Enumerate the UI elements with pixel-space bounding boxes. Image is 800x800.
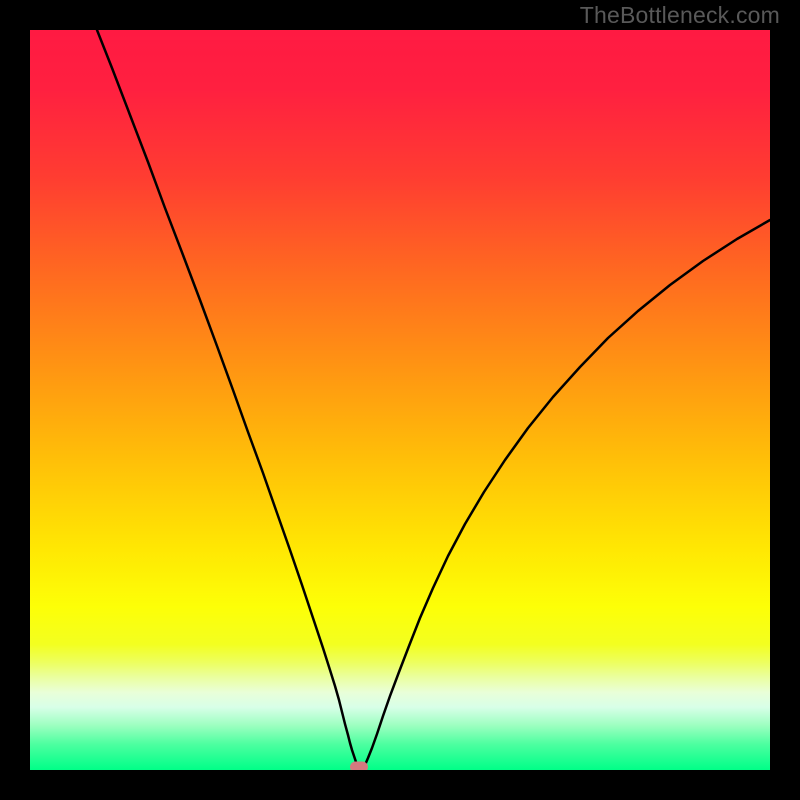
plot-area [30, 30, 770, 770]
watermark-text: TheBottleneck.com [580, 2, 780, 29]
curve-svg [30, 30, 770, 770]
bottleneck-curve [97, 30, 770, 770]
optimum-marker [350, 762, 368, 771]
